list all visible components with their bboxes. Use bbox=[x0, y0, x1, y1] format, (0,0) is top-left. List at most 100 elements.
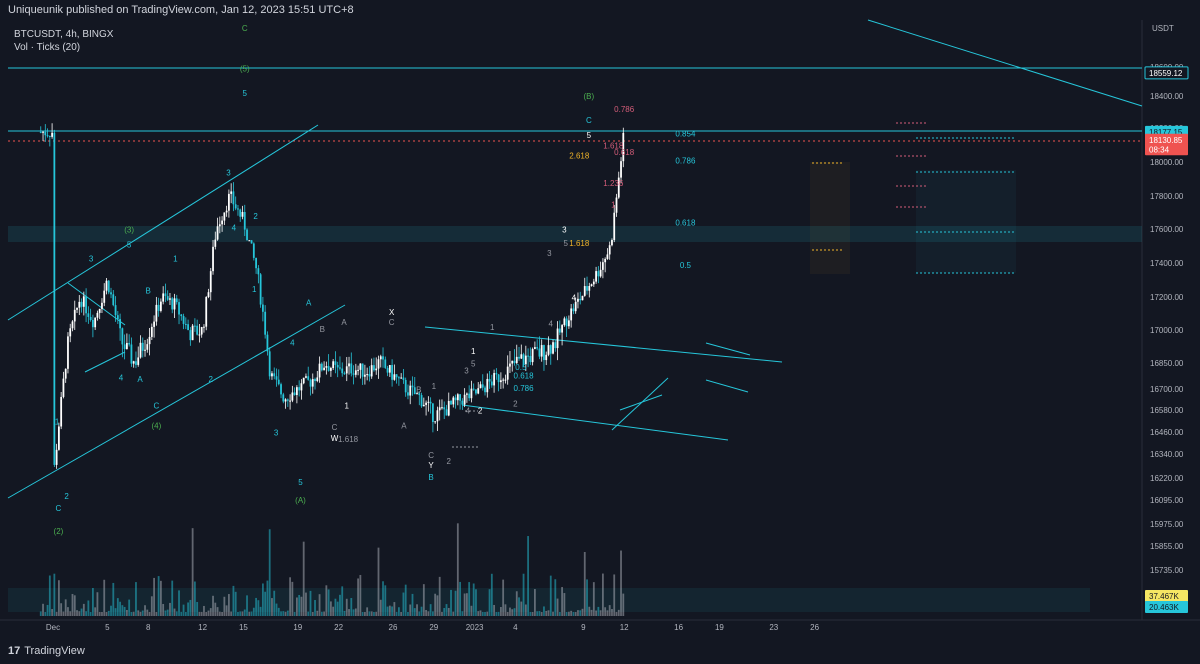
candle-body bbox=[366, 374, 369, 376]
volume-bar bbox=[509, 607, 511, 616]
wave-label: Y bbox=[428, 461, 434, 470]
tradingview-logo[interactable]: 17 TradingView bbox=[8, 645, 85, 657]
candle-body bbox=[101, 302, 103, 309]
candle-body bbox=[567, 320, 570, 327]
candle-body bbox=[536, 347, 539, 349]
volume-bar bbox=[200, 611, 203, 616]
volume-bar bbox=[438, 576, 441, 616]
wave-label: (4) bbox=[151, 421, 161, 430]
candle-body bbox=[470, 388, 473, 399]
candle-body bbox=[150, 326, 153, 337]
volume-bar bbox=[592, 582, 595, 616]
wave-label: X bbox=[389, 308, 395, 317]
volume-bar bbox=[227, 594, 230, 616]
candle-body bbox=[518, 356, 520, 359]
candle-body bbox=[361, 363, 364, 377]
volume-bar bbox=[184, 611, 187, 616]
volume-bar bbox=[212, 595, 214, 616]
volume-bar bbox=[540, 612, 543, 616]
volume-bar bbox=[606, 610, 609, 616]
volume-bar bbox=[336, 601, 339, 616]
candle-body bbox=[522, 354, 525, 365]
wave-label: C bbox=[153, 401, 159, 410]
volume-bar bbox=[76, 610, 78, 616]
time-tick: Dec bbox=[46, 623, 60, 632]
volume-bar bbox=[552, 611, 554, 616]
candle-body bbox=[141, 342, 144, 351]
candle-body bbox=[472, 388, 475, 390]
candle-body bbox=[465, 393, 468, 395]
volume-bar bbox=[445, 604, 448, 616]
volume-bar bbox=[323, 611, 325, 616]
candle-body bbox=[323, 367, 325, 371]
wave-label: B bbox=[320, 325, 325, 334]
wave-label: C bbox=[428, 451, 434, 460]
volume-bar bbox=[416, 604, 418, 616]
volume-bar bbox=[502, 579, 505, 616]
volume-bar bbox=[96, 592, 99, 616]
volume-bar bbox=[595, 610, 597, 616]
volume-bar bbox=[538, 611, 541, 616]
volume-bar bbox=[57, 580, 60, 616]
candle-body bbox=[246, 229, 248, 241]
wave-label: 3 bbox=[547, 249, 552, 258]
candle-body bbox=[552, 342, 554, 354]
volume-bar bbox=[577, 610, 579, 616]
wave-label: 4 bbox=[232, 224, 237, 233]
volume-bar bbox=[307, 611, 310, 616]
candle-body bbox=[538, 348, 541, 357]
candle-body bbox=[497, 374, 500, 383]
time-tick: 16 bbox=[674, 623, 683, 632]
volume-bar bbox=[180, 611, 183, 616]
candle-body bbox=[443, 407, 446, 410]
volume-bar bbox=[69, 611, 72, 616]
volume-bar bbox=[407, 611, 409, 616]
volume-bar bbox=[615, 611, 618, 616]
volume-bar bbox=[132, 611, 135, 616]
candle-body bbox=[373, 365, 375, 371]
candle-body bbox=[171, 298, 174, 310]
wave-label: 4 bbox=[119, 373, 124, 382]
candle-body bbox=[180, 314, 183, 317]
candle-body bbox=[309, 379, 312, 387]
volume-bar bbox=[354, 608, 357, 616]
candle-body bbox=[352, 373, 355, 375]
wave-label: 2 bbox=[513, 400, 518, 409]
candle-body bbox=[486, 378, 489, 393]
candle-body bbox=[173, 298, 176, 310]
price-tick: 18400.00 bbox=[1150, 92, 1184, 101]
candle-body bbox=[348, 363, 350, 367]
candle-body bbox=[515, 356, 518, 364]
volume-bar bbox=[205, 611, 208, 616]
volume-bar bbox=[454, 590, 457, 616]
volume-bar bbox=[570, 610, 573, 616]
candle-body bbox=[409, 385, 412, 396]
candle-body bbox=[570, 308, 573, 321]
candle-body bbox=[543, 345, 545, 361]
candle-body bbox=[556, 328, 559, 349]
volume-bar bbox=[613, 574, 616, 616]
candle-body bbox=[404, 379, 407, 393]
volume-legend[interactable]: Vol · Ticks (20) bbox=[14, 42, 81, 53]
wave-label: A bbox=[401, 421, 407, 430]
volume-bar bbox=[318, 594, 321, 616]
candle-body bbox=[62, 378, 65, 397]
candle-body bbox=[116, 315, 119, 320]
candle-body bbox=[237, 208, 239, 210]
volume-bar bbox=[520, 601, 523, 616]
candle-body bbox=[166, 296, 169, 300]
candle-body bbox=[300, 383, 303, 391]
candle-body bbox=[572, 308, 575, 312]
symbol-legend[interactable]: BTCUSDT, 4h, BINGX bbox=[14, 29, 114, 40]
candle-body bbox=[565, 318, 568, 327]
volume-bar bbox=[583, 551, 586, 616]
volume-bar bbox=[393, 602, 396, 616]
volume-bar bbox=[572, 611, 575, 616]
volume-bar bbox=[391, 606, 393, 616]
candle-body bbox=[293, 392, 296, 396]
volume-bar bbox=[171, 580, 174, 616]
volume-bar bbox=[255, 597, 257, 616]
candle-body bbox=[461, 400, 464, 405]
channel-lower bbox=[7, 304, 346, 499]
